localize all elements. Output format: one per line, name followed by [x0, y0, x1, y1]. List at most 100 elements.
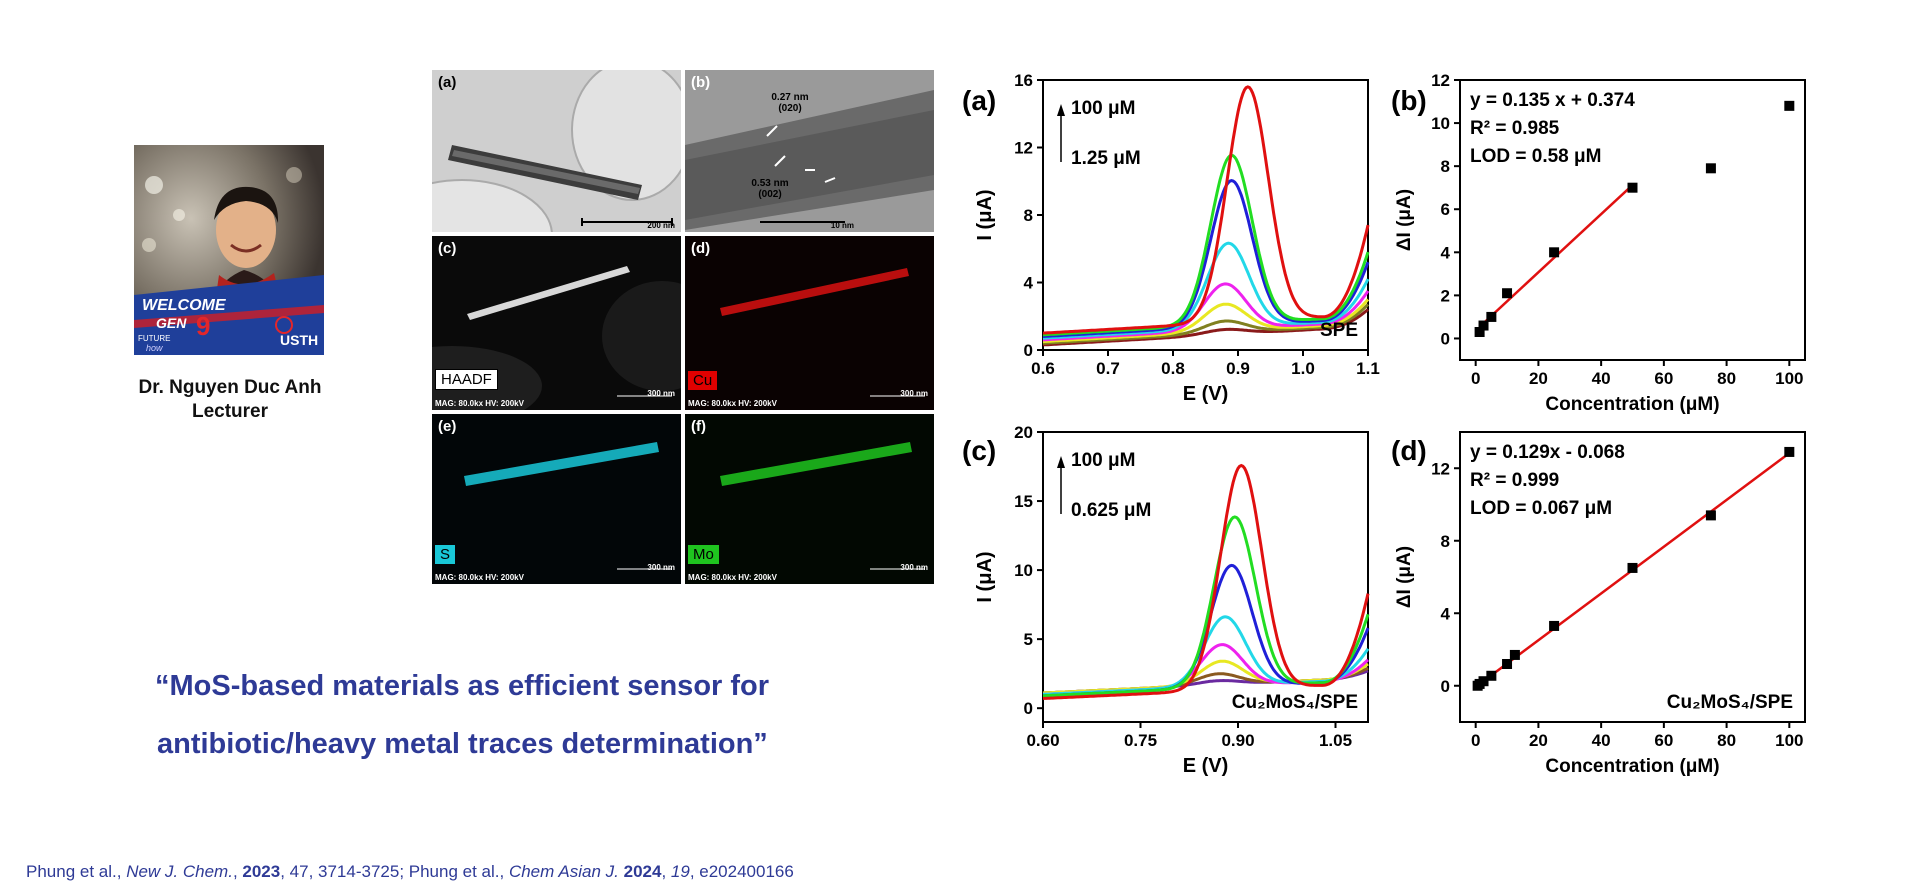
x-tick-label: 60 — [1654, 369, 1673, 388]
voltammetry-curve — [1042, 153, 1370, 337]
y-tick-label: 12 — [1014, 139, 1033, 158]
data-point — [1486, 311, 1497, 322]
tile-label: (e) — [438, 418, 457, 435]
chart-panel-d: (d) 0 20 40 60 80 100 0 4 8 12 Concentration (μM) ΔI… — [1385, 420, 1815, 790]
y-tick-label: 0 — [1441, 329, 1450, 348]
scale-bar-label: 300 nm — [647, 389, 675, 398]
mag-readout: MAG: 80.0kx HV: 200kV — [435, 399, 524, 408]
presenter-photo: WELCOME GEN 9 FUTURE how USTH — [134, 145, 324, 355]
y-tick-label: 4 — [1441, 604, 1451, 623]
eds-map-cu: (d) Cu MAG: 80.0kx HV: 200kV 300 nm — [685, 236, 934, 410]
y-tick-label: 4 — [1024, 274, 1034, 293]
element-label-s: S — [435, 545, 456, 564]
data-point — [1627, 562, 1638, 573]
voltammetry-curve — [1042, 241, 1370, 340]
x-tick-label: 0.7 — [1096, 359, 1120, 378]
limit-of-detection: LOD = 0.067 μM — [1470, 498, 1612, 519]
tile-label: (d) — [691, 240, 711, 257]
x-tick-label: 100 — [1775, 731, 1803, 750]
tem-image-a: (a) 200 nm — [432, 70, 681, 232]
arrow-head — [1057, 104, 1065, 116]
citation-year: 2023 — [242, 862, 281, 881]
scale-bar-label: 200 nm — [647, 221, 675, 230]
data-point — [1784, 446, 1795, 457]
panel-label: (c) — [962, 435, 996, 466]
panel-label: (b) — [1391, 85, 1427, 116]
x-tick-label: 20 — [1529, 731, 1548, 750]
badge-org: USTH — [280, 332, 318, 348]
citation-sep: , — [661, 862, 671, 881]
electrode-label: Cu₂MoS₄/SPE — [1667, 692, 1793, 713]
plot-frame — [1042, 431, 1369, 723]
x-axis-label: E (V) — [1183, 755, 1229, 777]
data-point — [1509, 649, 1520, 660]
y-tick-label: 8 — [1441, 157, 1450, 176]
y-tick-label: 10 — [1431, 114, 1450, 133]
y-tick-label: 0 — [1024, 699, 1033, 718]
voltammetry-curve — [1042, 179, 1370, 338]
lattice-annotation-1: 0.27 nm (020) — [765, 92, 815, 114]
tile-label: (b) — [691, 74, 711, 91]
voltammetry-curve — [1042, 282, 1370, 342]
x-tick-label: 0.75 — [1124, 731, 1157, 750]
data-point — [1486, 670, 1497, 681]
citation-journal: Chem Asian J. — [508, 862, 619, 881]
r-squared: R² = 0.985 — [1470, 118, 1560, 139]
plot-frame — [1042, 79, 1369, 351]
badge-future: FUTURE — [138, 334, 170, 343]
citation-sep: , — [232, 862, 243, 881]
x-tick-label: 1.0 — [1291, 359, 1315, 378]
x-tick-label: 80 — [1717, 731, 1736, 750]
y-tick-label: 4 — [1441, 243, 1451, 262]
mag-readout: MAG: 80.0kx HV: 200kV — [688, 399, 777, 408]
voltammetry-curve — [1042, 298, 1370, 344]
scale-bar-label: 300 nm — [900, 389, 928, 398]
chart-panel-c: (c) 0.60 0.75 0.90 1.05 0 5 10 15 20 E (V) I (μA) 10… — [958, 420, 1378, 790]
data-point — [1502, 288, 1513, 299]
tile-label: (a) — [438, 74, 457, 91]
data-point — [1549, 247, 1560, 258]
y-tick-label: 0 — [1024, 341, 1033, 360]
electrode-label: SPE — [1320, 320, 1358, 341]
x-tick-label: 0.8 — [1161, 359, 1185, 378]
badge-welcome: WELCOME — [142, 297, 227, 314]
scale-bar-label: 300 nm — [900, 563, 928, 572]
chart-panel-b: (b) 0 20 40 60 80 100 0 2 4 6 8 10 12 Concentration (μ… — [1385, 70, 1815, 418]
badge-gen: GEN — [156, 315, 187, 331]
microscopy-grid: (a) 200 nm (b) 0.27 nm (020) 0.53 nm (00… — [432, 70, 934, 584]
electrode-label: Cu₂MoS₄/SPE — [1232, 692, 1358, 713]
quote-line-1: “MoS-based materials as efficient sensor… — [155, 670, 770, 702]
chart-panel-a: (a) 0.6 0.7 0.8 0.9 1.0 1.1 0 4 8 12 16 E (V) I (μA) 1… — [958, 70, 1380, 418]
citation-journal: New J. Chem. — [126, 862, 233, 881]
lattice-annotation-2: 0.53 nm (002) — [745, 178, 795, 200]
x-tick-label: 100 — [1775, 369, 1803, 388]
eds-map-mo: (f) Mo MAG: 80.0kx HV: 200kV 300 nm — [685, 414, 934, 584]
x-tick-label: 0.9 — [1226, 359, 1250, 378]
annotation-low-conc: 0.625 μM — [1071, 500, 1151, 521]
x-tick-label: 1.1 — [1356, 359, 1380, 378]
annotation-high-conc: 100 μM — [1071, 98, 1135, 119]
annotation-high-conc: 100 μM — [1071, 450, 1135, 471]
voltammetry-curve — [1042, 515, 1370, 698]
mag-readout: MAG: 80.0kx HV: 200kV — [688, 573, 777, 582]
x-tick-label: 80 — [1717, 369, 1736, 388]
lattice-spacing: 0.53 nm — [751, 178, 789, 189]
y-tick-label: 15 — [1014, 492, 1033, 511]
y-axis-label: I (μA) — [974, 189, 996, 240]
panel-label: (a) — [962, 85, 996, 116]
y-tick-label: 0 — [1441, 677, 1450, 696]
quote-line-2: antibiotic/heavy metal traces determinat… — [157, 728, 768, 760]
x-tick-label: 40 — [1592, 731, 1611, 750]
arrow-head — [1057, 456, 1065, 468]
presenter-name: Dr. Nguyen Duc Anh — [138, 377, 322, 398]
y-axis-label: I (μA) — [974, 551, 996, 602]
limit-of-detection: LOD = 0.58 μM — [1470, 146, 1601, 167]
y-tick-label: 12 — [1431, 71, 1450, 90]
x-tick-label: 0 — [1471, 369, 1480, 388]
hrtem-image-b: (b) 0.27 nm (020) 0.53 nm (002) 10 nm — [685, 70, 934, 232]
data-point — [1627, 182, 1638, 193]
x-tick-label: 0.60 — [1026, 731, 1059, 750]
tile-label: (f) — [691, 418, 706, 435]
y-axis-label: ΔI (μA) — [1394, 189, 1415, 251]
y-tick-label: 6 — [1441, 200, 1450, 219]
